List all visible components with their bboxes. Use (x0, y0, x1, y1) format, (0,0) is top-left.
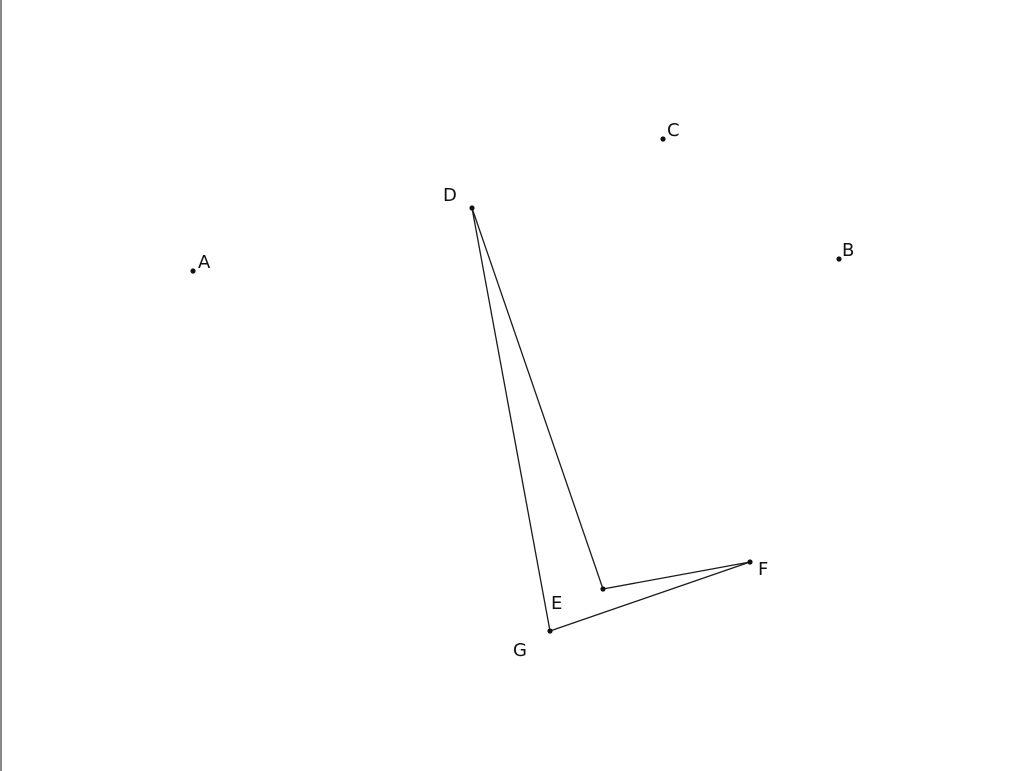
segments-layer (471, 207, 751, 632)
point-label-f: F (758, 559, 768, 580)
labels-layer: A B C D E F G (198, 120, 854, 661)
segment-gd[interactable] (471, 207, 551, 632)
segment-de[interactable] (471, 207, 604, 590)
canvas-left-border (0, 0, 2, 771)
point-e[interactable] (600, 586, 606, 592)
point-label-a: A (198, 252, 211, 273)
point-b[interactable] (836, 256, 842, 262)
point-a[interactable] (190, 268, 196, 274)
point-c[interactable] (660, 136, 666, 142)
segment-fg[interactable] (549, 561, 751, 632)
point-d[interactable] (469, 205, 475, 211)
point-f[interactable] (747, 559, 753, 565)
point-label-c: C (667, 120, 680, 141)
point-label-d: D (443, 185, 457, 206)
point-label-g: G (513, 640, 527, 661)
segment-ef[interactable] (602, 561, 751, 590)
point-g[interactable] (547, 628, 553, 634)
point-label-b: B (842, 240, 854, 261)
point-label-e: E (551, 593, 562, 614)
points-layer (190, 136, 842, 634)
